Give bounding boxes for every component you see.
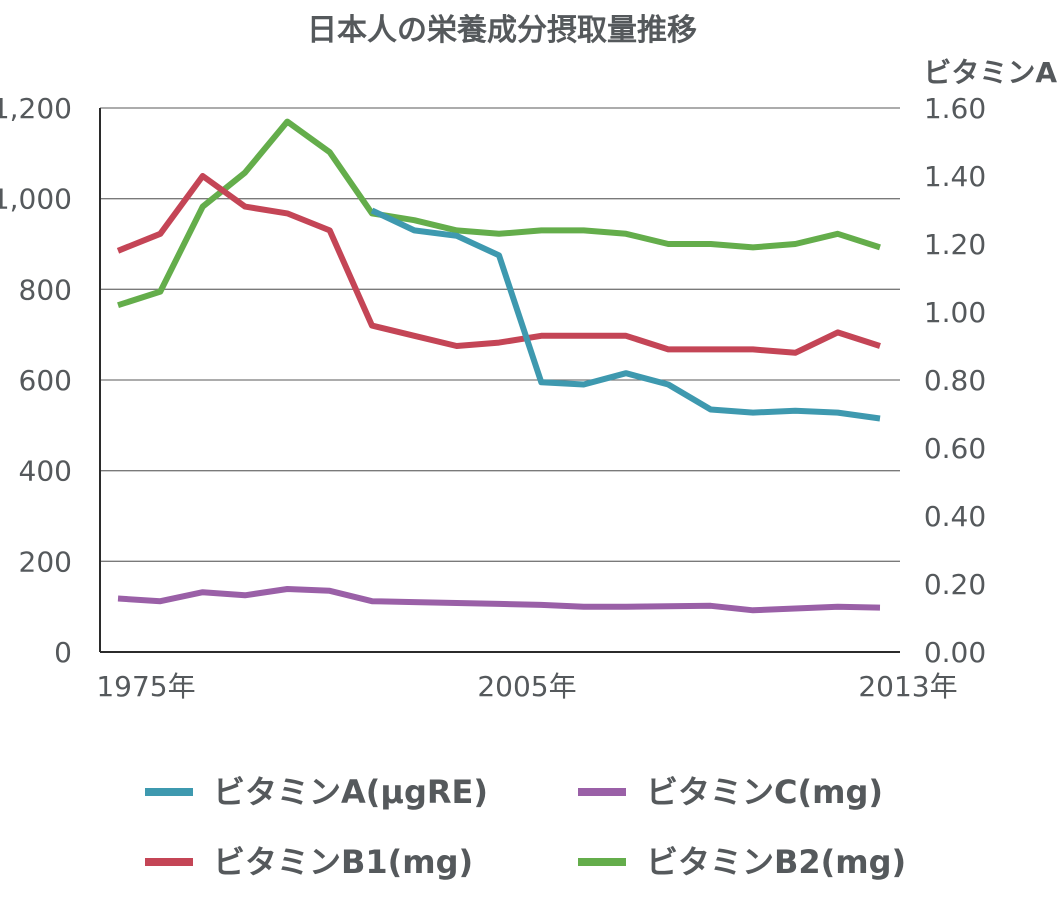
x-axis-ticks: 1975年 2005年 2013年 — [96, 670, 957, 703]
x-tick-label: 2013年 — [858, 670, 957, 703]
right-tick-label: 0.60 — [924, 432, 986, 465]
left-tick-label: 400 — [19, 455, 72, 488]
right-tick-label: 1.00 — [924, 296, 986, 329]
right-tick-label: 1.40 — [924, 160, 986, 193]
left-tick-label: 1,000 — [0, 183, 72, 216]
series-line — [116, 173, 881, 356]
right-tick-label: 0.40 — [924, 500, 986, 533]
x-tick-label: 1975年 — [96, 670, 195, 703]
x-tick-label: 2005年 — [477, 670, 576, 703]
legend-label: ビタミンB2(mg) — [646, 843, 906, 881]
left-tick-label: 1,200 — [0, 92, 72, 125]
left-tick-label: 600 — [19, 364, 72, 397]
right-tick-label: 0.20 — [924, 568, 986, 601]
legend-label: ビタミンC(mg) — [646, 773, 883, 811]
right-tick-label: 1.20 — [924, 228, 986, 261]
right-axis-ticks: 0.00 0.20 0.40 0.60 0.80 1.00 1.20 1.40 1.60 — [924, 92, 986, 669]
series-line — [117, 118, 881, 309]
series-line — [370, 207, 881, 422]
legend: ビタミンA(μgRE) ビタミンC(mg) ビタミンB1(mg) ビタミンB2(mg) — [145, 773, 906, 881]
left-axis-ticks: 0 200 400 600 800 1,000 1,200 — [0, 92, 72, 669]
left-tick-label: 800 — [19, 273, 72, 306]
right-axis-title: ビタミンA — [923, 56, 1057, 89]
grid-lines — [100, 107, 900, 562]
chart-title: 日本人の栄養成分摂取量推移 — [307, 13, 697, 48]
legend-label: ビタミンB1(mg) — [213, 843, 473, 881]
right-tick-label: 0.00 — [924, 636, 986, 669]
series-lines — [116, 118, 881, 614]
right-tick-label: 1.60 — [924, 92, 986, 125]
left-tick-label: 0 — [54, 636, 72, 669]
left-tick-label: 200 — [19, 545, 72, 578]
legend-label: ビタミンA(μgRE) — [213, 773, 488, 811]
axes — [99, 108, 900, 653]
series-line — [117, 586, 881, 614]
right-tick-label: 0.80 — [924, 364, 986, 397]
